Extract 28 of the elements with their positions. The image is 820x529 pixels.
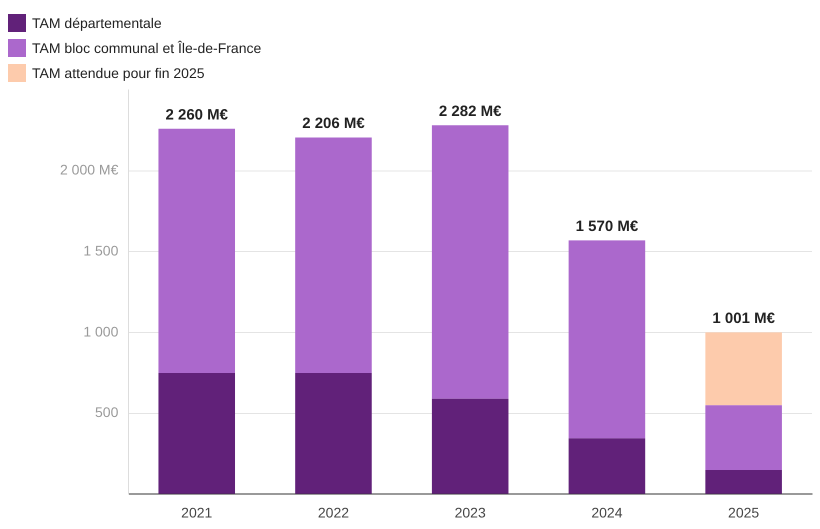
x-tick-label: 2022 [318, 504, 350, 520]
legend-label: TAM attendue pour fin 2025 [32, 64, 205, 80]
bar [432, 398, 508, 494]
bar [568, 240, 646, 438]
x-tick-label: 2021 [181, 504, 213, 520]
bar [568, 438, 646, 494]
x-tick-label: 2025 [728, 504, 760, 520]
y-tick-label: 2 000 M€ [60, 162, 119, 178]
y-tick-label: 1 500 [83, 242, 119, 259]
total-label: 1 570 M€ [576, 218, 639, 236]
x-tick-label: 2024 [591, 504, 623, 520]
total-label: 2 260 M€ [165, 106, 229, 124]
bar [705, 470, 782, 494]
bar [295, 138, 372, 373]
x-tick-label: 2023 [454, 504, 486, 520]
total-label: 2 282 M€ [438, 102, 502, 120]
bar [295, 372, 372, 494]
legend-label: TAM départementale [32, 14, 162, 30]
bar [432, 125, 508, 399]
total-label: 1 001 M€ [712, 310, 776, 327]
bar [705, 405, 782, 470]
total-label: 2 206 M€ [302, 115, 366, 132]
y-tick-label: 500 [95, 404, 119, 420]
bar [705, 332, 782, 406]
bar [158, 372, 236, 494]
y-tick-label: 1 000 [83, 323, 119, 340]
bar [158, 128, 236, 373]
legend-label: TAM bloc communal et Île-de-France [32, 40, 262, 56]
